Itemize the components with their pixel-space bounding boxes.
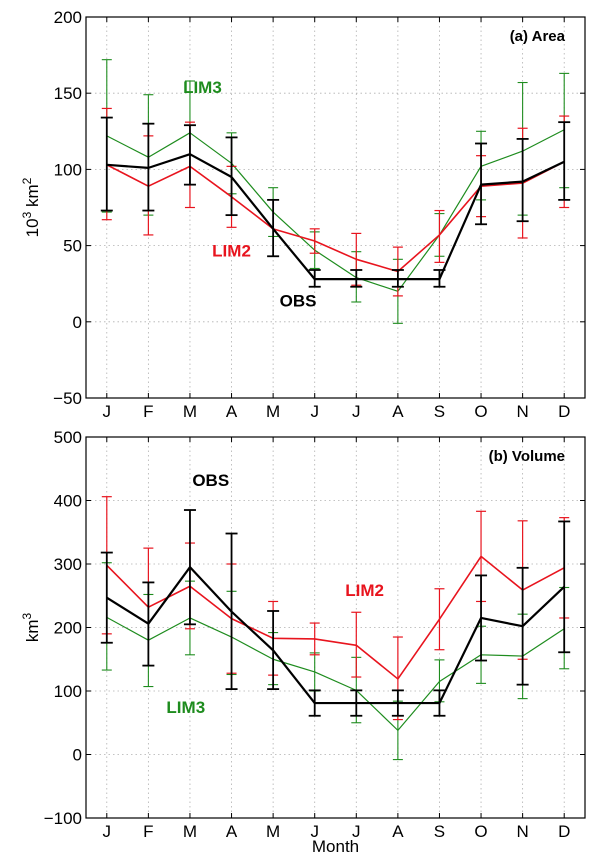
x-tick-label: J bbox=[310, 402, 319, 421]
x-tick-label: J bbox=[352, 822, 361, 841]
series-lim2 bbox=[101, 496, 570, 721]
chart-panel-1: −50 0 50 100 150 200 J F M A M J J A S O N D LIM3 LIM2 OBS (a… bbox=[20, 8, 586, 421]
x-tick-label: N bbox=[516, 822, 528, 841]
x-tick-label: S bbox=[434, 402, 445, 421]
series-obs bbox=[100, 509, 571, 717]
series-line-lim2 bbox=[106, 555, 565, 680]
y-tick-label: 50 bbox=[63, 237, 82, 256]
y-axis-label: 103 km2 bbox=[20, 177, 42, 237]
x-tick-label: A bbox=[392, 822, 404, 841]
x-tick-label: S bbox=[434, 822, 445, 841]
x-tick-label: J bbox=[103, 402, 112, 421]
x-tick-label: O bbox=[474, 402, 487, 421]
series-label-lim3: LIM3 bbox=[183, 78, 222, 97]
series-line-obs bbox=[106, 153, 565, 281]
y-tick-label: −50 bbox=[53, 389, 82, 408]
chart-panel-2: −100 0 100 200 300 400 500 J F M A M J J A S O N D OBS LIM2 L… bbox=[20, 428, 586, 854]
y-tick-label: −100 bbox=[44, 809, 82, 828]
y-tick-label: 100 bbox=[54, 160, 82, 179]
y-tick-label: 200 bbox=[54, 8, 82, 27]
series-line-lim2 bbox=[106, 161, 565, 273]
y-tick-label: 300 bbox=[54, 555, 82, 574]
axes-frame bbox=[85, 16, 586, 399]
axes-frame bbox=[85, 436, 586, 819]
x-tick-label: D bbox=[558, 822, 570, 841]
y-tick-label: 500 bbox=[54, 428, 82, 447]
x-tick-label: A bbox=[392, 402, 404, 421]
x-tick-label: N bbox=[516, 402, 528, 421]
series-lim3 bbox=[101, 59, 570, 324]
series-line-lim3 bbox=[106, 129, 565, 292]
y-tick-label: 150 bbox=[54, 84, 82, 103]
y-axis-label: km3 bbox=[20, 613, 42, 643]
y-tick-label: 400 bbox=[54, 492, 82, 511]
x-tick-label: A bbox=[226, 402, 238, 421]
y-tick-label: 0 bbox=[73, 746, 82, 765]
x-tick-label: J bbox=[352, 402, 361, 421]
x-tick-label: M bbox=[183, 402, 197, 421]
x-axis-label: Month bbox=[312, 837, 359, 854]
y-tick-label: 0 bbox=[73, 313, 82, 332]
series-label-lim3: LIM3 bbox=[166, 698, 205, 717]
panel-label: (a) Area bbox=[510, 28, 566, 45]
series-lim2 bbox=[101, 107, 570, 297]
x-tick-label: F bbox=[143, 822, 153, 841]
y-tick-label: 100 bbox=[54, 682, 82, 701]
series-label-obs: OBS bbox=[192, 471, 229, 490]
series-line-lim3 bbox=[106, 616, 565, 731]
x-tick-label: J bbox=[103, 822, 112, 841]
series-label-obs: OBS bbox=[280, 292, 317, 311]
x-tick-label: O bbox=[474, 822, 487, 841]
x-tick-label: D bbox=[558, 402, 570, 421]
series-line-obs bbox=[106, 566, 565, 705]
panel-label: (b) Volume bbox=[489, 448, 565, 465]
series-obs bbox=[100, 116, 571, 288]
x-tick-label: F bbox=[143, 402, 153, 421]
series-label-lim2: LIM2 bbox=[212, 241, 251, 260]
x-tick-label: A bbox=[226, 822, 238, 841]
x-tick-label: J bbox=[310, 822, 319, 841]
x-tick-label: M bbox=[183, 822, 197, 841]
series-label-lim2: LIM2 bbox=[345, 581, 384, 600]
x-tick-label: M bbox=[266, 402, 280, 421]
x-tick-label: M bbox=[266, 822, 280, 841]
y-tick-label: 200 bbox=[54, 619, 82, 638]
